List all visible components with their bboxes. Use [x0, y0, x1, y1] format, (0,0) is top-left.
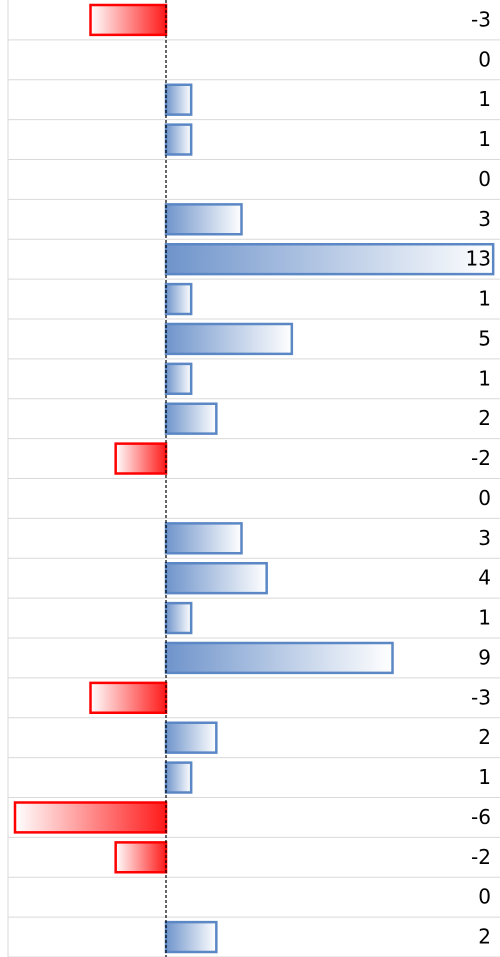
- cell-value: 1: [478, 606, 491, 630]
- cell-value: 13: [466, 247, 491, 271]
- cell-value: 9: [478, 645, 491, 669]
- cell-value: -3: [471, 685, 491, 709]
- cell-value: 1: [478, 287, 491, 311]
- data-bar: [164, 322, 294, 356]
- data-bar: [164, 920, 218, 954]
- cell-value: 0: [478, 167, 491, 191]
- data-bar: [13, 801, 168, 834]
- data-bar: [114, 442, 168, 475]
- cell-value: -6: [471, 805, 491, 829]
- cell-value: 2: [478, 406, 491, 430]
- data-bar: [164, 362, 193, 395]
- cell-value: 0: [478, 47, 491, 71]
- cell-value: 0: [478, 486, 491, 510]
- data-bar: [164, 243, 495, 276]
- data-bar: [89, 681, 168, 714]
- cell-value: 1: [478, 127, 491, 151]
- cell-value: 3: [478, 526, 491, 550]
- data-bar: [164, 203, 243, 236]
- data-bar: [164, 282, 193, 316]
- cell-value: 5: [478, 326, 491, 350]
- cell-value: 0: [478, 885, 491, 909]
- rows: -3 0 1 1 0 3 13 1 5 1 2 -2 0 3 4 1 9 -3 2 1 -6 -2 0 2: [8, 0, 500, 957]
- data-bar: [164, 402, 218, 435]
- cell-value: 1: [478, 87, 491, 111]
- data-bar: [164, 721, 218, 754]
- cell-value: 4: [478, 566, 491, 590]
- data-bar: [164, 761, 193, 794]
- data-bar: [164, 123, 193, 156]
- data-bar: [114, 841, 168, 874]
- cell-value: 2: [478, 725, 491, 749]
- cell-value: -2: [471, 845, 491, 869]
- cell-value: 1: [478, 765, 491, 789]
- cell-value: -3: [471, 7, 491, 31]
- cell-value: 1: [478, 366, 491, 390]
- cell-value: 3: [478, 207, 491, 231]
- cell-value: -2: [471, 446, 491, 470]
- data-bar: [164, 562, 268, 595]
- data-bar: [164, 601, 193, 635]
- data-bar: [89, 3, 168, 37]
- data-bar: [164, 641, 394, 675]
- cell-value: 2: [478, 925, 491, 949]
- data-bar: [164, 83, 193, 116]
- data-bar: [164, 522, 243, 555]
